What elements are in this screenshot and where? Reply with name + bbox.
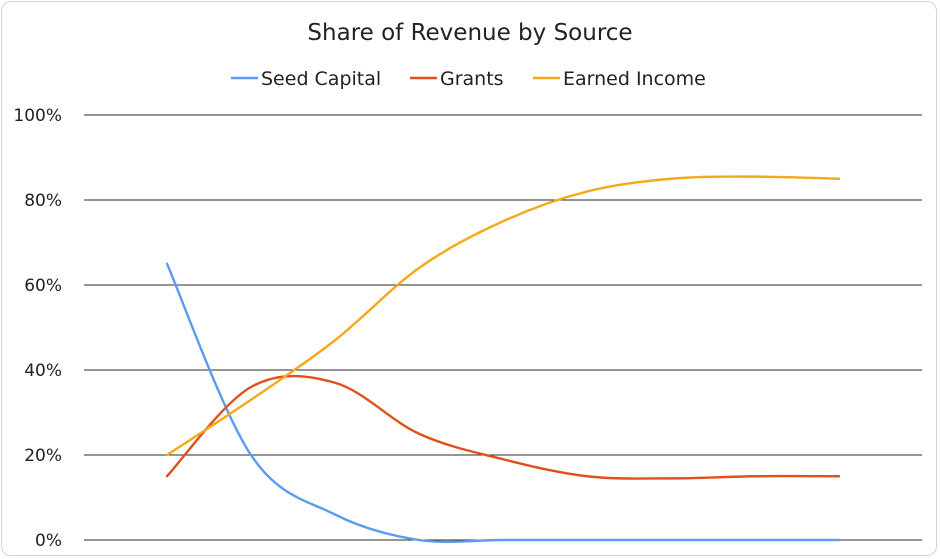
legend-label-grants: Grants: [440, 68, 504, 90]
legend-label-seed-capital: Seed Capital: [261, 68, 381, 90]
y-axis-ticks: 0% 20% 40% 60% 80% 100%: [13, 106, 62, 551]
chart-title: Share of Revenue by Source: [307, 20, 632, 46]
gridlines: [84, 114, 922, 541]
series-line-seed-capital: [165, 262, 841, 544]
y-tick-label: 40%: [24, 361, 62, 381]
y-tick-label: 20%: [24, 446, 62, 466]
y-tick-label: 80%: [24, 191, 62, 211]
y-tick-label: 60%: [24, 276, 62, 296]
legend: Seed Capital Grants Earned Income: [231, 68, 706, 90]
y-tick-label: 100%: [13, 106, 62, 126]
y-tick-label: 0%: [35, 531, 62, 551]
series-line-grants: [165, 374, 841, 480]
series-lines: [165, 175, 841, 544]
legend-label-earned-income: Earned Income: [563, 68, 706, 90]
series-line-earned-income: [165, 175, 841, 457]
